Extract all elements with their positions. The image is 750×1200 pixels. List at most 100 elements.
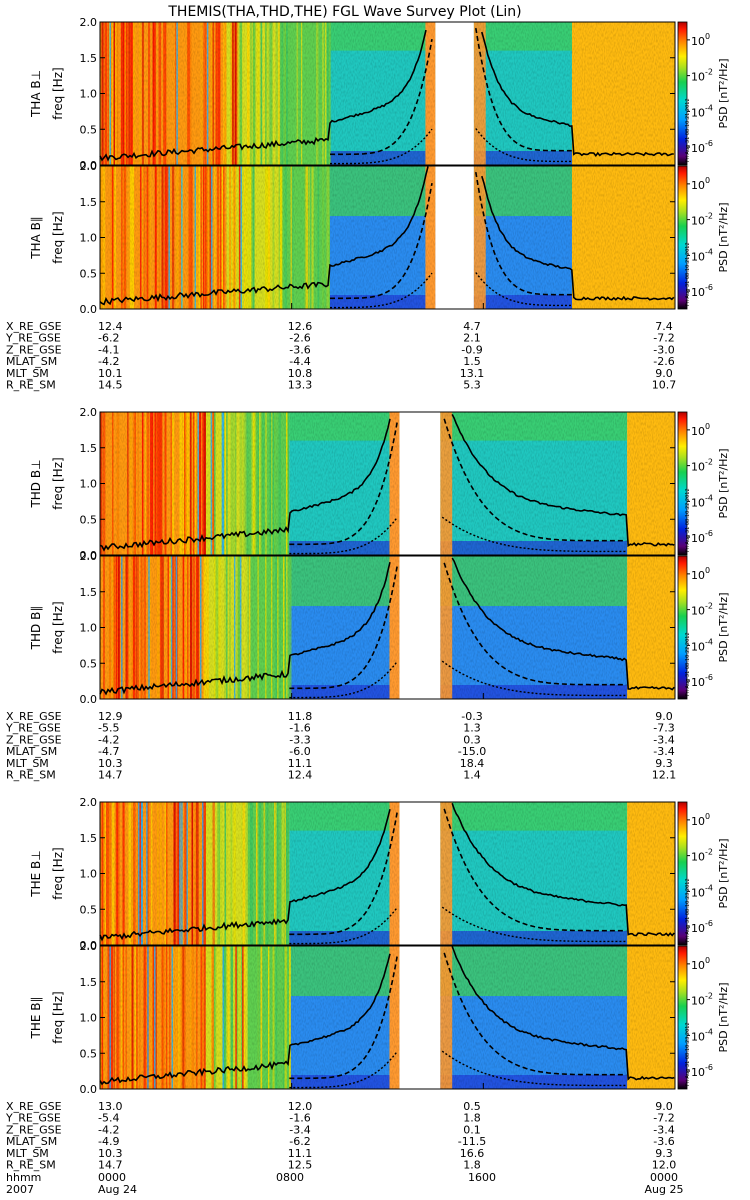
y-axis-label: freq [Hz]	[51, 847, 65, 899]
series-line-left	[99, 809, 391, 942]
y-axis-label: freq [Hz]	[51, 67, 65, 119]
ephemeris-value: 0.1	[463, 1123, 481, 1136]
probe-groups: 0.0 0.5 1.0 1.5 2.0 THA B⊥ freq [Hz] 100 10-2 10-…	[5, 16, 730, 1172]
ephemeris-value: 1.8	[463, 1159, 481, 1172]
ephemeris-value: 0.5	[463, 1100, 481, 1113]
probe-thd: 0.0 0.5 1.0 1.5 2.0 THD B⊥ freq [Hz] 100 10-2 10-…	[5, 406, 730, 782]
ephemeris-value: 10.3	[98, 757, 123, 770]
time-tick-label: 0800	[276, 1171, 304, 1184]
dotted-line-right	[441, 660, 627, 697]
ephemeris-name: R_RE_SM	[6, 1159, 56, 1172]
y-axis-label: freq [Hz]	[51, 457, 65, 509]
colorbar-tick-label: 100	[691, 176, 710, 192]
series-line-right	[481, 175, 675, 301]
spectrogram-image	[100, 166, 675, 309]
ephemeris-value: -6.2	[98, 332, 119, 345]
y-axis-label: freq [Hz]	[51, 991, 65, 1043]
ephemeris-value: 1.5	[463, 355, 481, 368]
y-axis-label: freq [Hz]	[51, 601, 65, 653]
data-gap	[435, 166, 474, 309]
ephemeris-value: 12.5	[288, 1159, 313, 1172]
colorbar-label: PSD [nT²/Hz]	[717, 448, 730, 518]
data-gap	[399, 946, 441, 1089]
ephemeris-name: R_RE_SM	[6, 379, 56, 392]
date-tick-label: Aug 24	[98, 1183, 137, 1196]
colorbar-tick-label: 10-6	[691, 673, 713, 689]
ephemeris-value: -4.2	[98, 733, 119, 746]
ephemeris-value: -4.2	[98, 355, 119, 368]
ephemeris-value: -7.3	[653, 722, 674, 735]
ephemeris-value: 7.4	[655, 320, 673, 333]
dashed-line-right	[443, 808, 627, 932]
ephemeris-value: -3.4	[653, 745, 674, 758]
colorbar-tick-label: 10-2	[691, 992, 713, 1008]
y-tick-label: 1.5	[80, 832, 98, 845]
y-tick-label: 2.0	[80, 160, 98, 173]
ephemeris-value: -3.6	[289, 343, 310, 356]
ephemeris-value: 1.4	[463, 769, 481, 782]
dotted-line-left	[330, 272, 433, 309]
colorbar-tick-label: 100	[691, 812, 710, 828]
y-tick-label: 0.0	[80, 303, 98, 316]
colorbar-label: PSD [nT²/Hz]	[717, 982, 730, 1052]
probe-tha: 0.0 0.5 1.0 1.5 2.0 THA B⊥ freq [Hz] 100 10-2 10-…	[5, 16, 730, 392]
ephemeris-name: R_RE_SM	[6, 769, 56, 782]
series-line-right	[451, 946, 675, 1081]
y-tick-label: 0.5	[80, 123, 98, 136]
ephemeris-table: X_RE_GSE 12.4 12.6 4.7 7.4 Y_RE_GSE -6.2 -2.6 2.…	[5, 320, 676, 392]
ephemeris-value: -3.4	[653, 1123, 674, 1136]
dashed-line-left	[289, 565, 399, 690]
y-tick-label: 2.0	[80, 406, 98, 419]
ephemeris-value: 9.0	[655, 367, 673, 380]
ephemeris-value: 10.3	[98, 1147, 123, 1160]
run-stamp: Fri Aug 31 08:10:21 2012	[685, 98, 691, 162]
panel-label: THD B⊥	[29, 459, 43, 508]
y-tick-label: 1.0	[80, 478, 98, 491]
colorbar-tick-label: 10-4	[691, 103, 713, 119]
ephemeris-name: Y_RE_GSE	[5, 722, 61, 735]
y-axis-label: freq [Hz]	[51, 211, 65, 263]
run-stamp: Fri Aug 31 08:10:23 2012	[685, 878, 691, 942]
data-gap	[399, 802, 441, 945]
series-line-right	[451, 803, 675, 937]
ephemeris-name: MLAT_SM	[6, 745, 57, 758]
colorbar-label: PSD [nT²/Hz]	[717, 202, 730, 272]
y-tick-label: 0.5	[80, 657, 98, 670]
colorbar-tick-label: 10-6	[691, 139, 713, 155]
series-line-left	[99, 562, 391, 696]
ephemeris-value: 11.1	[288, 757, 313, 770]
colorbar-label: PSD [nT²/Hz]	[717, 58, 730, 128]
ephemeris-name: Z_RE_GSE	[6, 343, 62, 356]
colorbar-tick-label: 10-2	[691, 458, 713, 474]
dotted-line-left	[289, 660, 398, 699]
dashed-line-right	[443, 562, 627, 686]
colorbar-tick-label: 100	[691, 566, 710, 582]
y-tick-label: 0.5	[80, 513, 98, 526]
ephemeris-value: -6.0	[289, 745, 310, 758]
ephemeris-value: -0.9	[461, 343, 482, 356]
colorbar-tick-label: 10-4	[691, 493, 713, 509]
ephemeris-value: -3.4	[653, 733, 674, 746]
ephemeris-value: 18.4	[460, 757, 485, 770]
y-tick-label: 0.0	[80, 159, 98, 172]
ephemeris-value: 12.0	[652, 1159, 677, 1172]
colorbar	[677, 411, 688, 556]
dotted-line-left	[330, 128, 433, 165]
ephemeris-value: -4.9	[98, 1135, 119, 1148]
date-tick-label: Aug 25	[645, 1183, 684, 1196]
colorbar-tick-label: 100	[691, 956, 710, 972]
ephemeris-value: 11.1	[288, 1147, 313, 1160]
dashed-line-right	[475, 171, 572, 296]
time-row-label: hhmm	[6, 1171, 41, 1184]
ephemeris-value: 12.1	[652, 769, 677, 782]
panel-label: THE B∥	[29, 997, 43, 1040]
ephemeris-value: -3.4	[289, 1123, 310, 1136]
spectrogram-image	[100, 556, 675, 699]
colorbar	[677, 21, 688, 166]
ephemeris-value: 11.8	[288, 710, 313, 723]
spectrogram-image	[100, 802, 675, 945]
run-stamp: Fri Aug 31 08:10:21 2012	[685, 242, 691, 306]
ephemeris-value: 13.1	[460, 367, 485, 380]
y-tick-label: 1.5	[80, 442, 98, 455]
